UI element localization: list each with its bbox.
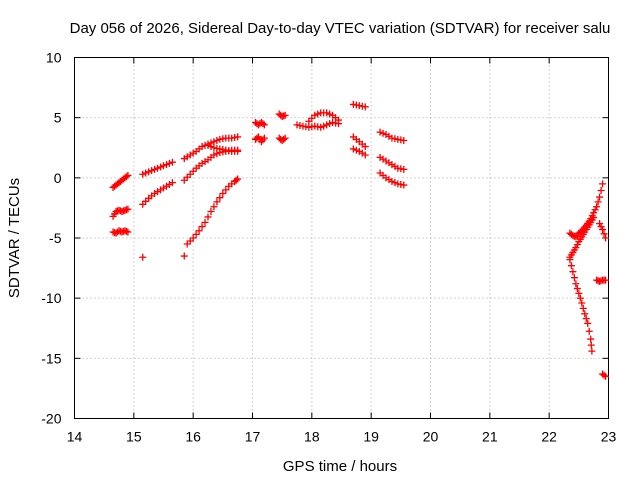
data-point	[582, 315, 590, 323]
data-point	[201, 218, 209, 226]
data-point	[588, 347, 596, 355]
data-point	[213, 198, 221, 206]
x-tick-label: 18	[304, 429, 320, 445]
grid	[74, 57, 609, 419]
y-tick-label: -20	[41, 411, 61, 427]
data-point	[222, 186, 230, 194]
data-point	[600, 230, 608, 238]
data-point	[281, 111, 289, 119]
data-point	[602, 234, 610, 242]
data-point	[567, 262, 575, 270]
data-point	[361, 103, 369, 111]
data-point	[198, 223, 206, 231]
data-point	[572, 280, 580, 288]
x-tick-label: 19	[363, 429, 379, 445]
data-point	[572, 244, 580, 252]
data-marks	[109, 100, 610, 380]
x-tick-label: 15	[126, 429, 142, 445]
x-tick-label: 23	[601, 429, 617, 445]
data-point	[335, 116, 343, 124]
data-point	[168, 179, 176, 187]
data-point	[599, 226, 607, 234]
data-point	[576, 294, 584, 302]
axis-ticks: 14 15 16 17 18 19 20 21 22 23 -20 -15 -10 -5 0 5 10	[41, 50, 616, 445]
data-point	[570, 274, 578, 282]
data-point	[232, 176, 240, 184]
data-point	[593, 203, 601, 211]
data-point	[195, 227, 203, 235]
data-point	[566, 256, 574, 264]
data-point	[596, 193, 604, 201]
y-tick-label: 5	[54, 110, 62, 126]
data-point	[122, 173, 130, 181]
data-point	[400, 165, 408, 173]
data-point	[260, 121, 268, 129]
data-point	[281, 134, 289, 142]
data-point	[219, 189, 227, 197]
data-point	[207, 208, 215, 216]
data-point	[602, 372, 610, 380]
x-tick-label: 20	[423, 429, 439, 445]
data-point	[180, 252, 188, 260]
data-point	[590, 214, 598, 222]
data-point	[259, 120, 267, 128]
data-point	[597, 186, 605, 194]
data-point	[573, 241, 581, 249]
x-tick-label: 14	[67, 429, 83, 445]
data-point	[599, 180, 607, 188]
x-axis-title: GPS time / hours	[283, 458, 397, 475]
data-point	[216, 194, 224, 202]
data-point	[400, 181, 408, 189]
data-point	[569, 268, 577, 276]
data-point	[234, 175, 242, 183]
data-point	[578, 299, 586, 307]
y-tick-label: -10	[41, 290, 61, 306]
data-point	[189, 234, 197, 242]
y-tick-label: 0	[54, 170, 62, 186]
data-point	[361, 143, 369, 151]
data-point	[587, 341, 595, 349]
y-tick-label: -15	[41, 350, 61, 366]
x-tick-label: 21	[482, 429, 498, 445]
data-point	[234, 147, 242, 155]
data-point	[204, 213, 212, 221]
data-point	[597, 223, 605, 231]
data-point	[168, 158, 176, 166]
data-point	[596, 220, 604, 228]
data-point	[587, 335, 595, 343]
x-tick-label: 22	[541, 429, 557, 445]
y-tick-label: -5	[49, 230, 62, 246]
data-point	[260, 134, 268, 142]
x-tick-label: 17	[245, 429, 261, 445]
data-point	[579, 304, 587, 312]
data-point	[581, 310, 589, 318]
data-point	[361, 151, 369, 159]
data-point	[584, 319, 592, 327]
data-point	[124, 171, 132, 179]
y-axis-title: SDTVAR / TECUs	[6, 178, 23, 298]
y-tick-label: 10	[46, 50, 62, 66]
x-tick-label: 16	[185, 429, 201, 445]
data-point	[602, 276, 610, 284]
data-point	[591, 206, 599, 214]
data-point	[585, 327, 593, 335]
data-point	[234, 133, 242, 141]
data-point	[192, 230, 200, 238]
data-point	[280, 135, 288, 143]
data-point	[573, 285, 581, 293]
data-point	[600, 371, 608, 379]
data-point	[575, 289, 583, 297]
data-point	[124, 205, 132, 213]
data-point	[139, 253, 147, 261]
data-point	[210, 203, 218, 211]
data-point	[594, 198, 602, 206]
chart-title: Day 056 of 2026, Sidereal Day-to-day VTE…	[70, 20, 611, 37]
data-point	[124, 228, 132, 236]
data-point	[400, 137, 408, 145]
